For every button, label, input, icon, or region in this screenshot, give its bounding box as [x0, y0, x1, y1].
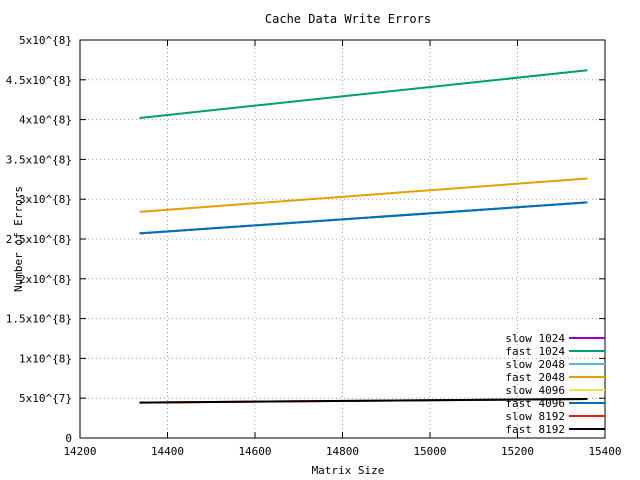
x-tick-label: 15400 [588, 445, 621, 458]
series-line-3 [139, 177, 588, 213]
x-tick-label: 14400 [151, 445, 184, 458]
x-axis-ticks: 14200 14400 14600 14800 15000 15200 15400 [63, 40, 622, 458]
y-axis-label: Number of Errors [12, 186, 25, 292]
y-tick-label: 2x10^{8} [19, 273, 72, 286]
y-tick-label: 5x10^{7} [19, 392, 72, 405]
x-tick-label: 14800 [326, 445, 359, 458]
series-line-5 [139, 201, 588, 235]
legend-label: slow 4096 [505, 384, 565, 397]
legend-label: fast 8192 [505, 423, 565, 436]
legend-label: fast 2048 [505, 371, 565, 384]
y-tick-label: 3.5x10^{8} [6, 153, 72, 166]
series-line-7 [139, 398, 588, 404]
legend-label: fast 1024 [505, 345, 565, 358]
y-tick-label: 2.5x10^{8} [6, 233, 72, 246]
y-axis-ticks: 0 5x10^{7} 1x10^{8} 1.5x10^{8} 2x10^{8} 2.5x1… [6, 34, 605, 445]
y-tick-label: 3x10^{8} [19, 193, 72, 206]
y-tick-label: 1x10^{8} [19, 352, 72, 365]
y-tick-label: 0 [65, 432, 72, 445]
x-tick-label: 14200 [63, 445, 96, 458]
y-tick-label: 1.5x10^{8} [6, 313, 72, 326]
x-tick-label: 14600 [238, 445, 271, 458]
series-lines [139, 69, 588, 404]
legend-label: slow 8192 [505, 410, 565, 423]
y-tick-label: 4.5x10^{8} [6, 74, 72, 87]
legend-label: slow 2048 [505, 358, 565, 371]
legend-label: fast 4096 [505, 397, 565, 410]
x-axis-label: Matrix Size [312, 464, 385, 477]
x-tick-label: 15000 [413, 445, 446, 458]
x-tick-label: 15200 [501, 445, 534, 458]
y-tick-label: 4x10^{8} [19, 114, 72, 127]
series-line-1 [139, 69, 588, 119]
y-tick-label: 5x10^{8} [19, 34, 72, 47]
chart-title: Cache Data Write Errors [265, 12, 431, 26]
legend-label: slow 1024 [505, 332, 565, 345]
